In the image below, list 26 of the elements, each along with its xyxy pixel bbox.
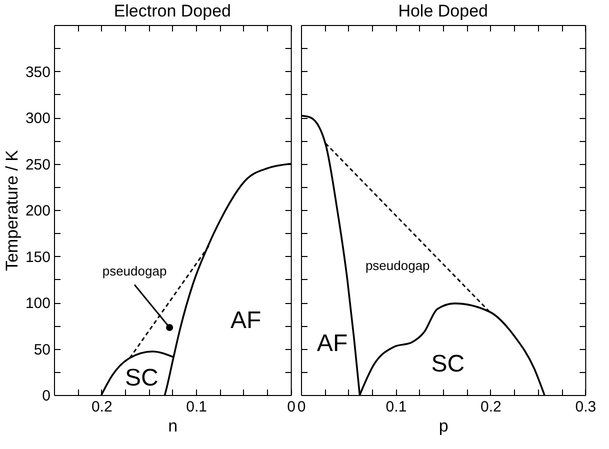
x-tick-label: 0.1 xyxy=(386,398,407,416)
y-tick-label: 50 xyxy=(34,341,50,358)
y-tick-label: 100 xyxy=(25,295,50,312)
x-axis-title: n xyxy=(168,416,178,436)
chart-title: Hole Doped xyxy=(398,2,488,20)
y-tick-label: 350 xyxy=(25,64,50,81)
x-tick-label: 0.1 xyxy=(186,398,208,416)
y-tick-label: 0 xyxy=(42,388,50,404)
y-tick-label: 200 xyxy=(25,202,50,220)
x-tick-label: 0.2 xyxy=(480,398,502,416)
annotation: SC xyxy=(431,350,465,378)
annotation: pseudogap xyxy=(365,258,430,273)
annotation: AF xyxy=(230,307,262,334)
chart-title: Electron Doped xyxy=(114,2,232,20)
annotation: pseudogap xyxy=(102,263,167,278)
x-tick-label: 0.2 xyxy=(91,398,112,416)
x-tick-label: 0 xyxy=(287,398,296,416)
y-tick-label: 300 xyxy=(25,110,50,127)
x-tick-label: 0.3 xyxy=(575,398,596,416)
x-tick-label: 0 xyxy=(297,398,306,416)
y-axis-title: Temperature / K xyxy=(2,149,22,271)
annotation: AF xyxy=(316,330,348,358)
annotation: SC xyxy=(124,364,158,392)
y-tick-label: 250 xyxy=(25,156,50,174)
y-tick-label: 150 xyxy=(25,248,50,266)
x-axis-title: p xyxy=(438,416,448,436)
